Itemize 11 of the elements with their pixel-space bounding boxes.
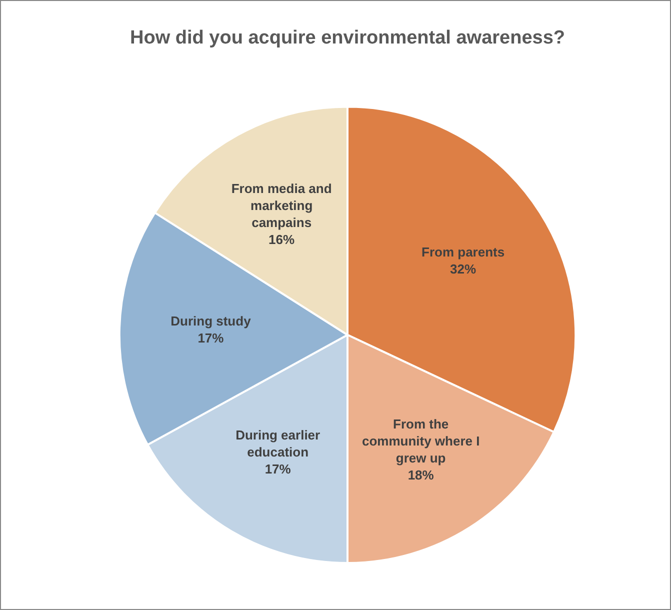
data-label: 17% xyxy=(264,461,292,476)
slice-label: During earlier education xyxy=(236,427,320,460)
data-label: 17% xyxy=(198,330,224,346)
data-label: 18% xyxy=(408,468,434,483)
data-label: 32% xyxy=(450,262,476,277)
slice-label: From parents xyxy=(422,244,505,260)
slice-label: From media and marketing campains xyxy=(231,181,332,230)
slice-label: During study xyxy=(170,314,252,329)
data-label: 16% xyxy=(268,232,296,248)
chart-title: How did you acquire environmental awareness? xyxy=(130,28,566,49)
slice-label: From the community where I grew up xyxy=(362,416,480,466)
